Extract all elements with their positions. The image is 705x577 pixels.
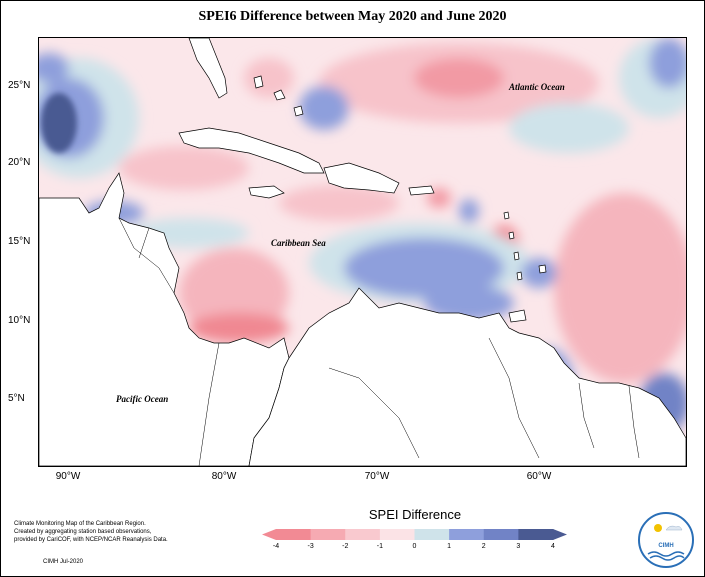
legend-tick-label: -2	[342, 543, 349, 550]
legend-cell	[310, 529, 346, 540]
lon-tick-90w: 90°W	[55, 471, 81, 482]
sun-icon	[654, 524, 662, 532]
zone-blue-northeast-corner	[649, 38, 686, 88]
lat-tick-5n: 5°N	[8, 393, 25, 404]
zone-pink-atlantic-east	[554, 193, 686, 383]
credits-line-3: provided by CariCOF, with NCEP/NCAR Rean…	[14, 537, 168, 543]
land-cuba	[178, 127, 325, 174]
border-suriname-french-guiana	[628, 385, 640, 459]
land-masses	[39, 38, 686, 466]
legend-tick-label: 3	[516, 543, 521, 550]
zone-pink-bahamas	[244, 58, 294, 98]
label-atlantic-ocean: Atlantic Ocean	[509, 82, 565, 92]
wave-icon	[647, 551, 685, 557]
credits-block: Climate Monitoring Map of the Caribbean …	[14, 520, 214, 544]
zone-lightblue-atlantic	[509, 103, 629, 153]
spei-map-svg	[39, 38, 686, 466]
credits-stamp: CIMH Jul-2020	[43, 559, 84, 565]
cloud-icon	[665, 525, 683, 531]
zone-blue-virgin-islands	[459, 199, 479, 223]
land-puerto-rico	[408, 185, 435, 196]
legend-tick-label: 1	[447, 543, 452, 550]
border-guyana-suriname	[578, 382, 595, 449]
land-jamaica	[248, 185, 285, 199]
zone-blue-northwest-corner	[39, 53, 69, 83]
zone-blue-barbados	[521, 258, 557, 288]
border-guatemala	[138, 227, 150, 259]
land-bahamas-2	[273, 89, 286, 101]
lat-tick-20n: 20°N	[8, 157, 31, 168]
zone-red-atlantic-north	[414, 58, 504, 98]
zone-blue-venezuela-coast	[424, 285, 514, 321]
legend-cells	[276, 529, 554, 540]
legend-cell	[276, 529, 312, 540]
land-hispaniola	[323, 162, 400, 194]
cimh-logo-graphic	[647, 524, 685, 561]
land-trinidad	[508, 309, 527, 323]
border-venezuela-guyana	[488, 337, 540, 459]
lon-tick-80w: 80°W	[211, 471, 237, 482]
zone-darkblue-yucatan	[41, 93, 77, 153]
border-honduras	[118, 217, 175, 294]
wave-icon-2	[649, 555, 685, 561]
land-antilles-4	[516, 271, 523, 281]
zone-blue-bahamas	[299, 86, 349, 130]
legend-arrow-left	[262, 529, 276, 540]
map-title: SPEI6 Difference between May 2020 and Ju…	[198, 9, 507, 24]
land-bahamas-1	[253, 75, 264, 89]
zone-blue-caribbean	[344, 238, 504, 298]
zone-pink-hispaniola-south	[279, 185, 399, 221]
legend-cell	[414, 529, 450, 540]
border-colombia-west	[198, 342, 220, 466]
land-antilles-3	[513, 251, 520, 261]
legend-tick-label: -4	[272, 543, 280, 550]
cimh-logo-text: CIMH	[658, 543, 674, 549]
zone-pink-cuba-south	[119, 146, 249, 190]
land-antilles-1	[503, 211, 510, 220]
legend-colorbar	[262, 529, 567, 540]
land-antilles-2	[508, 231, 515, 240]
land-south-america	[248, 287, 686, 466]
land-bahamas-3	[293, 105, 304, 117]
lon-tick-70w: 70°W	[364, 471, 390, 482]
legend-tick-label: -3	[307, 543, 314, 550]
label-caribbean-sea: Caribbean Sea	[271, 238, 326, 248]
land-barbados	[538, 264, 547, 274]
border-colombia-venezuela	[328, 367, 420, 459]
legend-cell	[483, 529, 519, 540]
label-pacific-ocean: Pacific Ocean	[116, 394, 169, 404]
legend-tick-label: -1	[376, 543, 383, 550]
lon-tick-60w: 60°W	[526, 471, 552, 482]
country-borders	[118, 217, 640, 466]
lat-tick-15n: 15°N	[8, 236, 31, 247]
legend-cell	[345, 529, 381, 540]
cimh-logo: CIMH	[638, 512, 694, 568]
zone-red-panama	[189, 313, 289, 343]
legend-tick-label: 0	[412, 543, 417, 550]
legend-title: SPEI Difference	[368, 507, 462, 522]
legend-cell	[518, 529, 554, 540]
spei-map-panel: Atlantic Ocean Caribbean Sea Pacific Oce…	[38, 37, 687, 467]
legend-cell	[379, 529, 415, 540]
legend-arrow-right	[553, 529, 567, 540]
lat-tick-25n: 25°N	[8, 80, 31, 91]
land-florida	[188, 38, 228, 99]
legend-tick-label: 2	[481, 543, 486, 550]
credits-line-1: Climate Monitoring Map of the Caribbean …	[14, 521, 146, 527]
credits-line-2: Created by aggregating station based obs…	[14, 529, 152, 535]
legend-cell	[449, 529, 485, 540]
legend-tick-label: 4	[551, 543, 555, 550]
lat-tick-10n: 10°N	[8, 315, 31, 326]
